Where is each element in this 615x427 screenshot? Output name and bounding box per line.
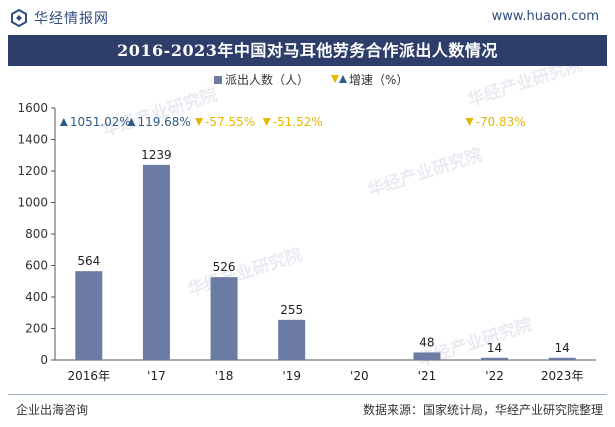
y-tick-label: 1600: [17, 101, 48, 115]
data-label: 255: [280, 303, 303, 317]
growth-marker-down: [262, 118, 271, 126]
legend-label-series: 派出人数（人）: [225, 72, 309, 87]
chart-title: 2016-2023年中国对马耳他劳务合作派出人数情况: [8, 35, 607, 66]
watermark-text: 华经产业研究院: [365, 144, 485, 201]
growth-marker-down: [195, 118, 204, 126]
x-tick-label: 2023年: [541, 369, 584, 383]
legend-marker-up: [339, 75, 347, 83]
y-tick-label: 200: [25, 322, 48, 336]
data-label: 526: [213, 260, 236, 274]
x-tick-label: '21: [418, 369, 437, 383]
data-label: 14: [487, 341, 502, 355]
legend-label-growth: 增速（%）: [349, 73, 408, 87]
site-url[interactable]: www.huaon.com: [491, 9, 599, 24]
bar: [210, 277, 238, 360]
data-label: 1239: [141, 148, 172, 162]
growth-marker-up: [127, 118, 136, 126]
y-tick-label: 1200: [17, 164, 48, 178]
bar: [142, 164, 170, 360]
growth-marker-up: [59, 118, 68, 126]
x-tick-label: 2016年: [68, 369, 111, 383]
y-tick-label: 1400: [17, 133, 48, 147]
x-tick-label: '20: [350, 369, 369, 383]
x-tick-label: '19: [282, 369, 301, 383]
growth-label: -51.52%: [273, 115, 323, 129]
legend-marker-down: [331, 75, 339, 83]
footer-divider: [8, 394, 607, 395]
growth-label: -57.55%: [205, 115, 255, 129]
x-tick-label: '17: [147, 369, 166, 383]
footer-left-text: 企业出海咨询: [16, 403, 89, 417]
legend-marker-bar: [214, 76, 222, 84]
watermark-text: 华经产业研究院: [185, 244, 305, 301]
data-label: 48: [419, 335, 434, 349]
bar: [278, 319, 306, 360]
bar: [481, 357, 509, 360]
bar-chart: 华经产业研究院华经产业研究院华经产业研究院华经产业研究院华经产业研究院派出人数（…: [17, 66, 596, 383]
bar: [548, 357, 576, 360]
growth-label: -70.83%: [476, 115, 526, 129]
y-tick-label: 400: [25, 290, 48, 304]
bar: [75, 271, 103, 360]
data-label: 564: [77, 254, 100, 268]
x-tick-label: '18: [215, 369, 234, 383]
watermark-text: 华经产业研究院: [465, 66, 585, 111]
y-tick-label: 0: [40, 353, 48, 367]
y-tick-label: 1000: [17, 196, 48, 210]
x-tick-label: '22: [485, 369, 504, 383]
growth-label: 119.68%: [137, 115, 190, 129]
data-source-text: 数据来源：国家统计局，华经产业研究院整理: [362, 403, 603, 417]
bar: [413, 352, 441, 360]
growth-marker-down: [465, 118, 474, 126]
watermark-text: 华经产业研究院: [100, 84, 220, 141]
brand-name: 华经情报网: [34, 11, 109, 27]
y-tick-label: 800: [25, 227, 48, 241]
growth-label: 1051.02%: [70, 115, 131, 129]
data-label: 14: [555, 341, 570, 355]
huajing-logo-icon: [11, 9, 27, 27]
header: 华经情报网 www.huaon.com: [0, 0, 615, 35]
y-tick-label: 600: [25, 259, 48, 273]
